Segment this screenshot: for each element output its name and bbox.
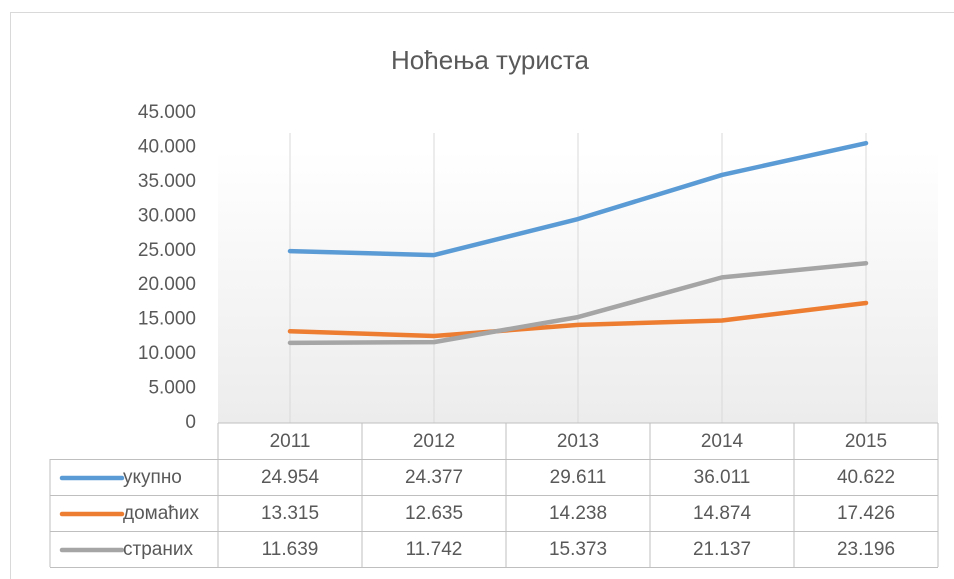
- line-series: [287, 140, 869, 258]
- y-tick-label: 30.000: [138, 205, 196, 226]
- data-table-value: 13.315: [261, 503, 319, 524]
- y-tick-label: 15.000: [138, 309, 196, 330]
- data-table-value: 23.196: [837, 539, 895, 560]
- data-table-value: 14.874: [693, 503, 752, 524]
- data-table-value: 11.639: [262, 539, 319, 560]
- line-series: [287, 260, 869, 346]
- data-table-value: 21.137: [693, 539, 751, 560]
- y-tick-label: 20.000: [138, 274, 196, 295]
- data-table-value: 24.377: [405, 467, 463, 488]
- x-tick-label: 2015: [845, 431, 887, 452]
- y-tick-label: 35.000: [138, 171, 196, 192]
- y-tick-label: 40.000: [138, 136, 196, 157]
- y-tick-label: 5.000: [148, 378, 196, 399]
- data-table-value: 36.011: [694, 467, 751, 488]
- x-tick-label: 2011: [270, 431, 311, 452]
- x-tick-label: 2014: [701, 431, 744, 452]
- data-table-value: 29.611: [550, 467, 607, 488]
- data-table-value: 24.954: [261, 467, 320, 488]
- legend-label: укупно: [123, 467, 182, 488]
- data-table-value: 40.622: [837, 467, 895, 488]
- chart-title: Ноћења туриста: [391, 45, 589, 75]
- y-tick-label: 25.000: [138, 240, 196, 261]
- data-table-value: 17.426: [837, 503, 895, 524]
- y-tick-label: 10.000: [138, 343, 196, 364]
- data-table-value: 11.742: [406, 539, 463, 560]
- data-table-value: 14.238: [549, 503, 607, 524]
- line-series: [287, 300, 869, 339]
- data-table-value: 15.373: [549, 539, 607, 560]
- data-table-value: 12.635: [405, 503, 463, 524]
- legend-label: страних: [123, 539, 193, 560]
- y-tick-label: 45.000: [138, 102, 196, 123]
- legend-label: домаћих: [123, 503, 199, 524]
- x-tick-label: 2012: [413, 431, 455, 452]
- y-tick-label: 0: [185, 412, 196, 433]
- x-tick-label: 2013: [557, 431, 599, 452]
